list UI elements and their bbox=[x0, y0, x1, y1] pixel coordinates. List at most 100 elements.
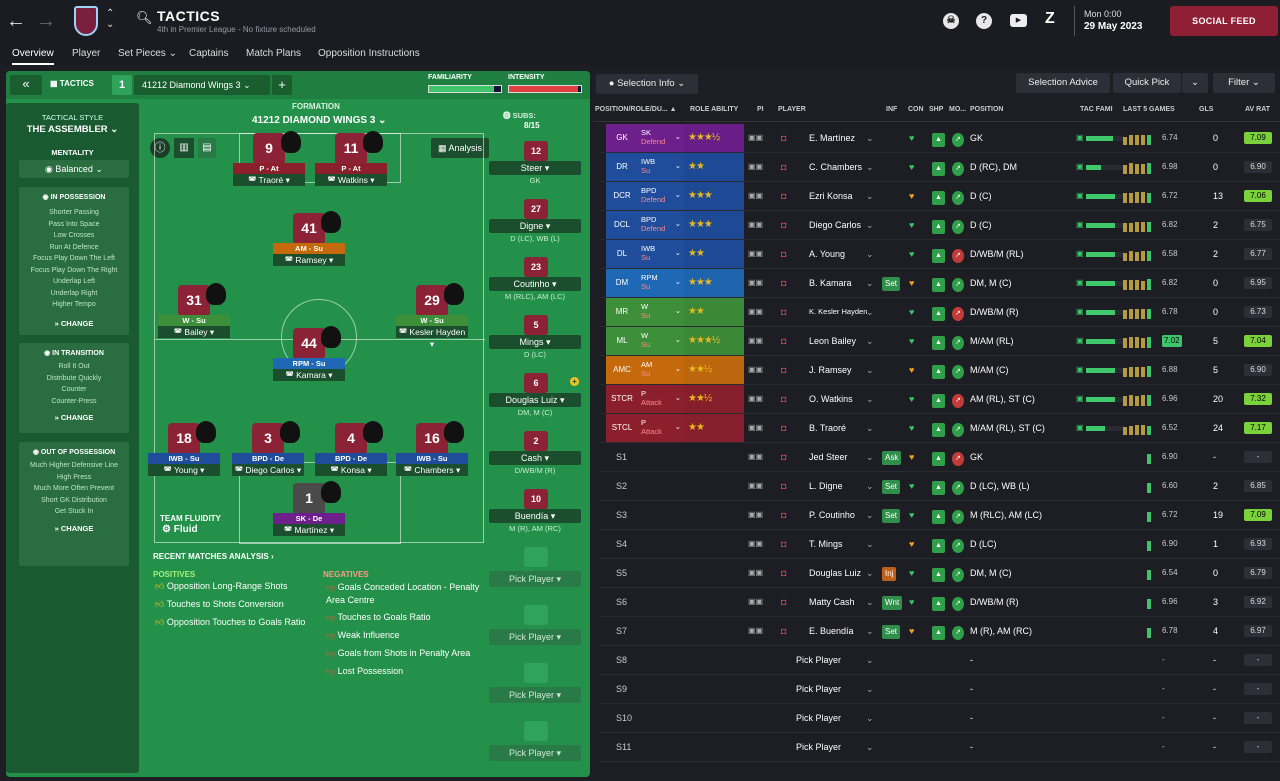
role-cell[interactable]: W Su ⌄ bbox=[638, 327, 684, 355]
sub-name[interactable]: Digne ▾ bbox=[489, 219, 581, 233]
negative-item[interactable]: 👎︎ Goals from Shots in Penalty Area bbox=[326, 648, 471, 658]
table-row[interactable]: S10 Pick Player ⌄ - - - - bbox=[600, 704, 1280, 733]
role-cell[interactable]: W Su ⌄ bbox=[638, 298, 684, 326]
table-row[interactable]: STCR P Attack ⌄ ★★½ ▣▣ ◘ O. Watkins ⌄ ♥ ▲ ↗ AM (RL),… bbox=[600, 385, 1280, 414]
role-cell[interactable]: P Attack ⌄ bbox=[638, 414, 684, 442]
table-row[interactable]: STCL P Attack ⌄ ★★ ▣▣ ◘ B. Traoré ⌄ ♥ ▲ ↗ M/AM (RL),… bbox=[600, 414, 1280, 443]
pi-icons[interactable]: ▣▣ bbox=[748, 452, 764, 461]
table-row[interactable]: S1 ▣▣ ◘ Jed Steer ⌄ Ask ♥ ▲ ↗ GK 6.90 - - bbox=[600, 443, 1280, 472]
player-role[interactable]: IWB - Su bbox=[148, 453, 220, 464]
player-name[interactable]: ◚ Kamara ▾ bbox=[273, 369, 345, 381]
player-name[interactable]: Leon Bailey bbox=[809, 336, 857, 346]
chevron-down-icon[interactable]: ⌄ bbox=[866, 423, 874, 433]
help-icon[interactable]: ? bbox=[976, 13, 992, 29]
chevron-down-icon[interactable]: ⌄ bbox=[866, 742, 874, 752]
position-cell[interactable]: DCR bbox=[606, 182, 638, 210]
player-name[interactable]: C. Chambers bbox=[809, 162, 863, 172]
player-name[interactable]: P. Coutinho bbox=[809, 510, 855, 520]
player-name[interactable]: A. Young bbox=[809, 249, 846, 259]
player-name[interactable]: ◚ Kesler Hayden ▾ bbox=[396, 326, 468, 349]
player-name[interactable]: Douglas Luiz bbox=[809, 568, 862, 578]
player-role[interactable]: AM - Su bbox=[273, 243, 345, 254]
position-cell[interactable]: S2 bbox=[616, 481, 628, 491]
player-name[interactable]: Matty Cash bbox=[809, 597, 855, 607]
player-name[interactable]: ◚ Bailey ▾ bbox=[158, 326, 230, 338]
pi-icons[interactable]: ▣▣ bbox=[748, 510, 764, 519]
col-player[interactable]: PLAYER bbox=[778, 106, 806, 113]
role-cell[interactable]: SK Defend ⌄ bbox=[638, 124, 684, 152]
position-cell[interactable]: DL bbox=[606, 240, 638, 268]
table-row[interactable]: MR W Su ⌄ ★★ ▣▣ ◘ K. Kesler Hayden ⌄ ♥ ▲ ↗ D/WB/M (R… bbox=[600, 298, 1280, 327]
player-name[interactable]: ◚ Traoré ▾ bbox=[233, 174, 305, 186]
col-inf[interactable]: INF bbox=[886, 106, 898, 113]
table-row[interactable]: S6 ▣▣ ◘ Matty Cash ⌄ Wnt ♥ ▲ ↗ D/WB/M (R) 6.96 3 6.9… bbox=[600, 588, 1280, 617]
position-cell[interactable]: MR bbox=[606, 298, 638, 326]
chevron-down-icon[interactable]: ⌄ bbox=[866, 510, 874, 520]
pi-icons[interactable]: ▣▣ bbox=[748, 133, 764, 142]
player-name[interactable]: O. Watkins bbox=[809, 394, 853, 404]
analysis-button[interactable]: ▦ Analysis bbox=[431, 138, 489, 158]
pi-icons[interactable]: ▣▣ bbox=[748, 307, 764, 316]
tab-player[interactable]: Player bbox=[72, 48, 101, 59]
chevron-down-icon[interactable]: ⌄ bbox=[866, 307, 874, 317]
table-row[interactable]: DM RPM Su ⌄ ★★★ ▣▣ ◘ B. Kamara ⌄ Set ♥ ▲ ↗ DM, M (C) ▣… bbox=[600, 269, 1280, 298]
pi-icons[interactable]: ▣▣ bbox=[748, 220, 764, 229]
player-name[interactable]: Pick Player bbox=[796, 655, 842, 665]
table-row[interactable]: S5 ▣▣ ◘ Douglas Luiz ⌄ Inj ♥ ▲ ↗ DM, M (C) 6.54 0 6.… bbox=[600, 559, 1280, 588]
selection-info-button[interactable]: ● Selection Info ⌄ bbox=[596, 74, 698, 94]
position-cell[interactable]: AMC bbox=[606, 356, 638, 384]
col-gls[interactable]: GLS bbox=[1199, 106, 1214, 113]
role-cell[interactable]: BPD Defend ⌄ bbox=[638, 182, 684, 210]
pi-icons[interactable]: ▣▣ bbox=[748, 191, 764, 200]
position-cell[interactable]: GK bbox=[606, 124, 638, 152]
quick-pick-dropdown[interactable]: ⌄ bbox=[1182, 73, 1208, 93]
col-tac-fami[interactable]: TAC FAMI bbox=[1080, 106, 1113, 113]
positive-item[interactable]: 👍︎ Opposition Long-Range Shots bbox=[155, 581, 288, 591]
player-name[interactable]: T. Mings bbox=[809, 539, 843, 549]
table-row[interactable]: GK SK Defend ⌄ ★★★½ ▣▣ ◘ E. Martínez ⌄ ♥ ▲ ↗ GK ▣ 6.74… bbox=[600, 124, 1280, 153]
table-row[interactable]: S4 ▣▣ ◘ T. Mings ⌄ ♥ ▲ ↗ D (LC) 6.90 1 6.93 bbox=[600, 530, 1280, 559]
position-cell[interactable]: DM bbox=[606, 269, 638, 297]
position-cell[interactable]: S5 bbox=[616, 568, 628, 578]
position-cell[interactable]: DR bbox=[606, 153, 638, 181]
pick-player-dropdown[interactable]: Pick Player ▾ bbox=[489, 687, 581, 703]
tab-opposition-instructions[interactable]: Opposition Instructions bbox=[318, 48, 420, 59]
table-row[interactable]: S8 Pick Player ⌄ - - - - bbox=[600, 646, 1280, 675]
player-name[interactable]: ◚ Young ▾ bbox=[148, 464, 220, 476]
table-row[interactable]: S11 Pick Player ⌄ - - - - bbox=[600, 733, 1280, 762]
player-name[interactable]: ◚ Martínez ▾ bbox=[273, 524, 345, 536]
position-cell[interactable]: S10 bbox=[616, 713, 633, 723]
player-name[interactable]: ◚ Ramsey ▾ bbox=[273, 254, 345, 266]
player-name[interactable]: L. Digne bbox=[809, 481, 843, 491]
mentality-select[interactable]: ◉ Balanced ⌄ bbox=[19, 160, 129, 178]
position-cell[interactable]: S4 bbox=[616, 539, 628, 549]
player-role[interactable]: P - At bbox=[233, 163, 305, 174]
sub-name[interactable]: Cash ▾ bbox=[489, 451, 581, 465]
position-cell[interactable]: ML bbox=[606, 327, 638, 355]
chevron-down-icon[interactable]: ⌄ bbox=[866, 568, 874, 578]
sub-name[interactable]: Mings ▾ bbox=[489, 335, 581, 349]
chevron-down-icon[interactable]: ⌄ bbox=[866, 684, 874, 694]
club-switch-icon[interactable]: ⌃ ⌄ bbox=[106, 8, 115, 30]
club-crest-icon[interactable] bbox=[74, 6, 98, 36]
formation-name[interactable]: 41212 DIAMOND WINGS 3 ⌄ bbox=[252, 115, 387, 126]
pi-icons[interactable]: ▣▣ bbox=[748, 539, 764, 548]
player-name[interactable]: ◚ Chambers ▾ bbox=[396, 464, 468, 476]
pi-icons[interactable]: ▣▣ bbox=[748, 394, 764, 403]
position-cell[interactable]: S1 bbox=[616, 452, 628, 462]
position-cell[interactable]: STCL bbox=[606, 414, 638, 442]
analysis-title[interactable]: RECENT MATCHES ANALYSIS › bbox=[153, 552, 274, 561]
player-name[interactable]: B. Traoré bbox=[809, 423, 847, 433]
chevron-down-icon[interactable]: ⌄ bbox=[866, 713, 874, 723]
player-name[interactable]: K. Kesler Hayden bbox=[809, 307, 868, 316]
position-cell[interactable]: DCL bbox=[606, 211, 638, 239]
change-oop-button[interactable]: » CHANGE bbox=[54, 523, 94, 533]
pi-icons[interactable]: ▣▣ bbox=[748, 249, 764, 258]
chevron-down-icon[interactable]: ⌄ bbox=[866, 336, 874, 346]
position-cell[interactable]: S11 bbox=[616, 742, 632, 752]
player-role[interactable]: RPM - Su bbox=[273, 358, 345, 369]
col-position-role[interactable]: POSITION/ROLE/DU... ▲ bbox=[595, 106, 677, 113]
player-name[interactable]: Ezri Konsa bbox=[809, 191, 853, 201]
negative-item[interactable]: 👎︎ Lost Possession bbox=[326, 666, 404, 676]
position-cell[interactable]: STCR bbox=[606, 385, 638, 413]
